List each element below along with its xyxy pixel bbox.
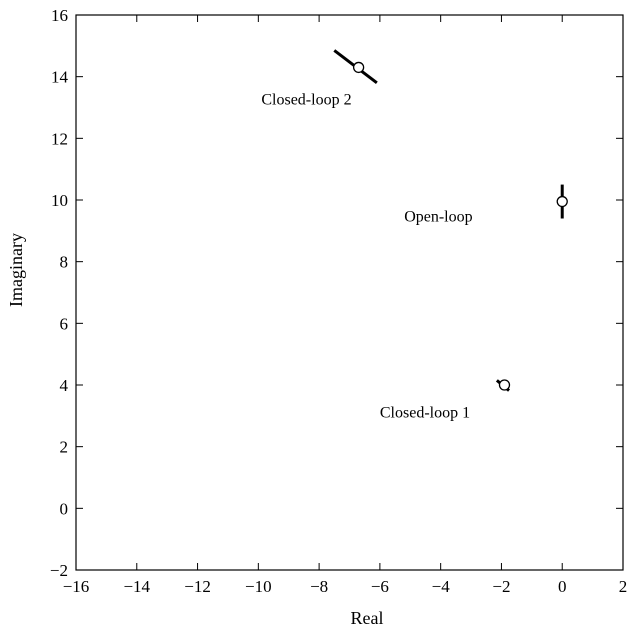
annotation-label: Closed-loop 2 bbox=[261, 91, 351, 108]
y-tick-label: 8 bbox=[60, 253, 69, 272]
y-tick-label: 16 bbox=[51, 6, 68, 25]
y-tick-labels: −2 0 2 4 6 8 10 12 14 16 bbox=[50, 6, 69, 580]
x-tick-labels: −16 −14 −12 −10 −8 −6 −4 −2 0 2 bbox=[63, 577, 628, 596]
x-tick-label: −4 bbox=[432, 577, 451, 596]
locus-points bbox=[352, 61, 568, 391]
x-tick-label: −14 bbox=[123, 577, 150, 596]
y-tick-label: 4 bbox=[60, 376, 69, 395]
plot-frame bbox=[75, 14, 624, 571]
y-tick-label: 14 bbox=[51, 68, 69, 87]
y-axis-label: Imaginary bbox=[6, 233, 26, 307]
x-tick-label: −8 bbox=[310, 577, 328, 596]
pole-marker bbox=[352, 61, 365, 74]
x-tick-label: −16 bbox=[63, 577, 90, 596]
x-tick-label: −10 bbox=[245, 577, 272, 596]
tick-marks bbox=[75, 14, 624, 571]
y-tick-label: 12 bbox=[51, 129, 68, 148]
y-tick-label: 10 bbox=[51, 191, 68, 210]
x-tick-label: −2 bbox=[492, 577, 510, 596]
y-tick-label: 6 bbox=[60, 314, 69, 333]
y-tick-label: 2 bbox=[60, 438, 69, 457]
x-tick-label: 2 bbox=[619, 577, 628, 596]
x-tick-label: −12 bbox=[184, 577, 211, 596]
annotation-label: Open-loop bbox=[404, 209, 472, 226]
pole-marker bbox=[556, 195, 568, 208]
x-tick-label: 0 bbox=[558, 577, 567, 596]
pole-marker bbox=[498, 379, 511, 391]
y-tick-label: −2 bbox=[50, 561, 68, 580]
x-axis-label: Real bbox=[351, 608, 384, 628]
x-tick-label: −6 bbox=[371, 577, 389, 596]
annotations: Closed-loop 2 Open-loop Closed-loop 1 bbox=[261, 91, 472, 421]
y-tick-label: 0 bbox=[60, 499, 69, 518]
annotation-label: Closed-loop 1 bbox=[380, 404, 470, 421]
